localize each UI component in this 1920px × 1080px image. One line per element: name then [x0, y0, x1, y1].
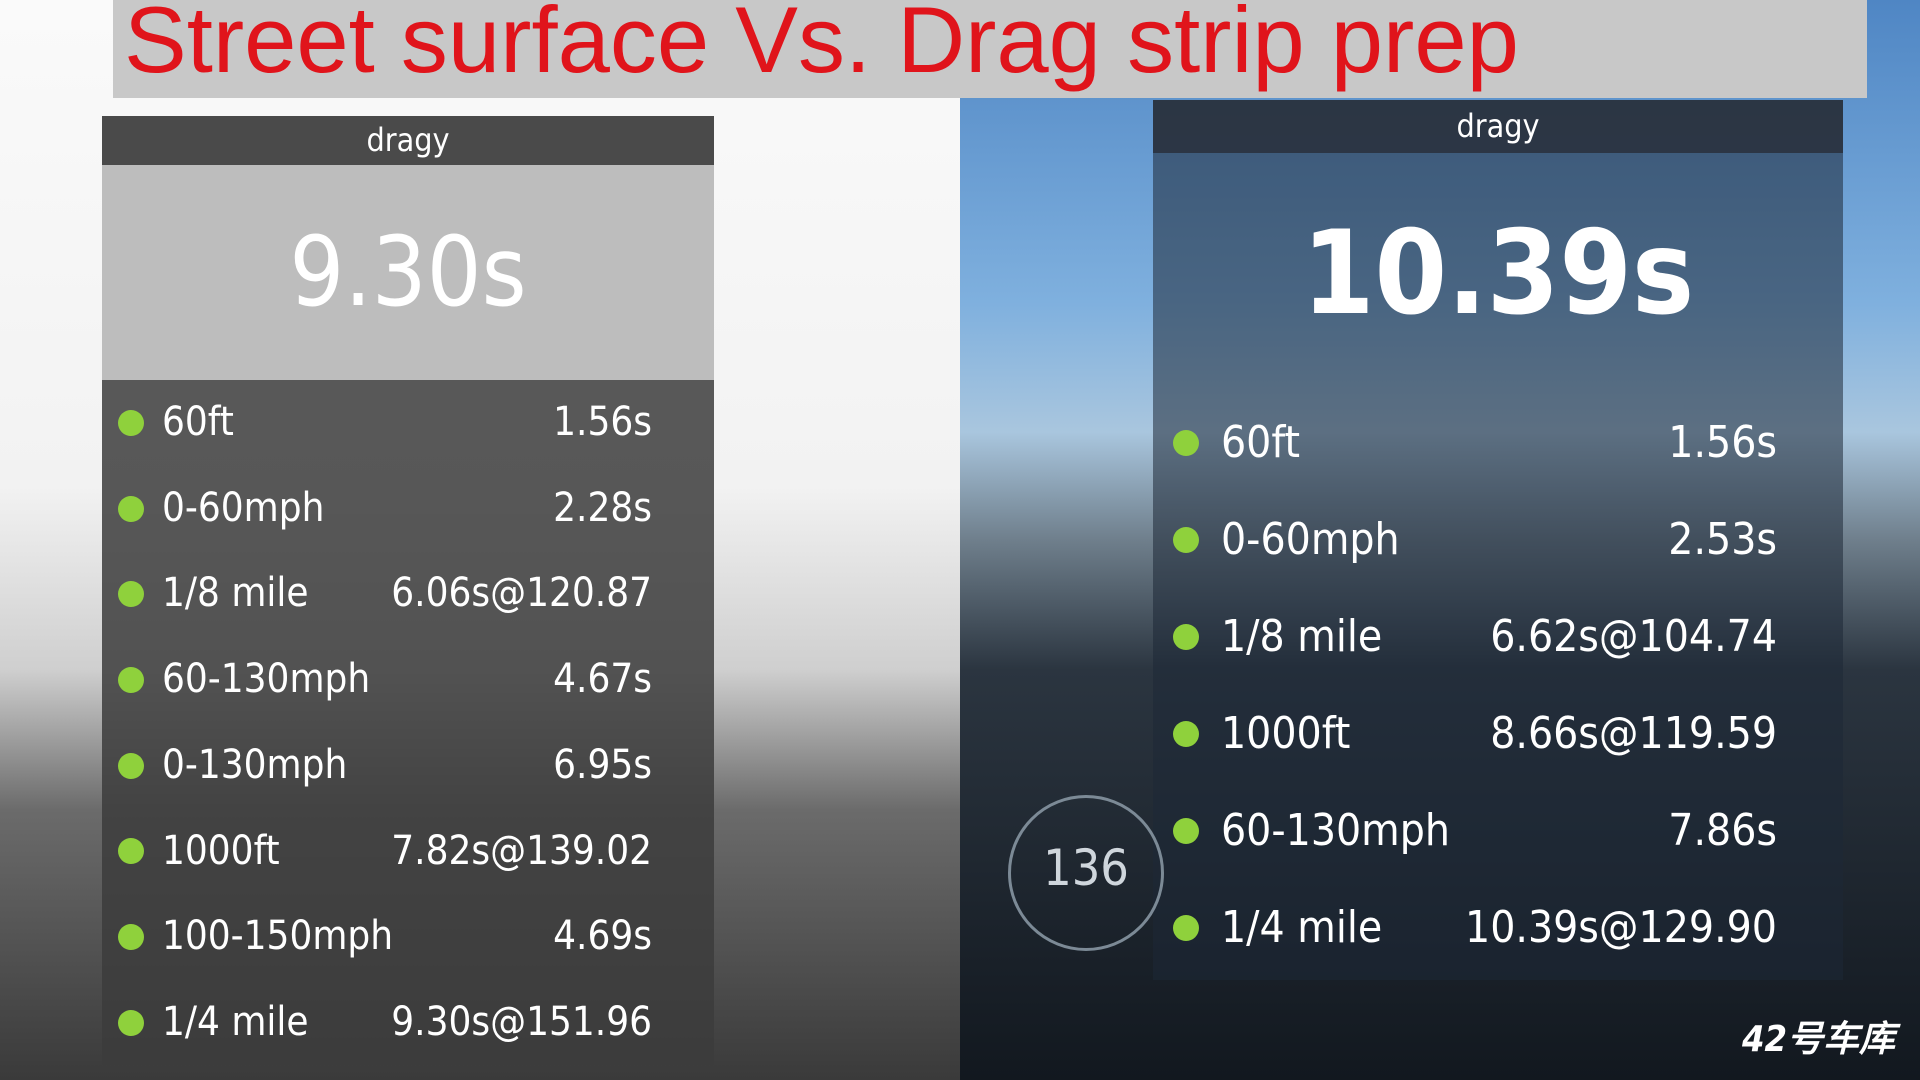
stat-value: 1.56s — [1668, 417, 1777, 468]
brand: dragy — [102, 116, 714, 165]
title-band — [113, 0, 1867, 98]
stat-label: 0-60mph — [1221, 514, 1400, 565]
status-dot — [118, 581, 144, 608]
title: Street surface Vs. Drag strip prep — [124, 0, 1519, 92]
status-dot — [118, 1009, 144, 1036]
stat-row: 1/8 mile 6.62s@104.74 — [1153, 588, 1843, 685]
stat-value: 4.69s — [553, 913, 652, 960]
stat-value: 7.82s@139.02 — [391, 827, 652, 874]
status-dot — [1173, 623, 1199, 650]
stat-value: 10.39s@129.90 — [1465, 902, 1777, 953]
stat-label: 0-60mph — [162, 484, 325, 531]
stat-label: 1000ft — [162, 827, 280, 874]
status-dot — [1173, 914, 1199, 941]
stat-label: 60ft — [162, 399, 234, 445]
right-dragy-panel: dragy 10.39s 60ft 1.56s 0-60mph 2.53s 1/8 mi… — [1153, 100, 1843, 980]
stat-label: 1000ft — [1221, 708, 1351, 759]
status-dot — [118, 666, 144, 693]
stat-row: 1/4 mile 9.30s@151.96 — [102, 980, 714, 1066]
stat-label: 60-130mph — [162, 656, 371, 703]
status-dot — [1173, 720, 1199, 747]
stat-row: 1000ft 7.82s@139.02 — [102, 809, 714, 895]
stat-label: 1/4 mile — [1221, 902, 1383, 953]
stat-row: 0-60mph 2.28s — [102, 466, 714, 552]
status-dot — [118, 838, 144, 865]
stat-row: 0-130mph 6.95s — [102, 723, 714, 809]
status-dot — [118, 752, 144, 779]
status-dot — [1173, 526, 1199, 553]
stat-row: 1/8 mile 6.06s@120.87 — [102, 551, 714, 637]
stat-label: 0-130mph — [162, 741, 348, 788]
status-dot — [118, 924, 144, 951]
stat-label: 1/8 mile — [1221, 611, 1383, 662]
stat-value: 7.86s — [1668, 805, 1777, 856]
stat-row: 0-60mph 2.53s — [1153, 491, 1843, 588]
stat-value: 6.95s — [553, 741, 652, 788]
stat-value: 6.62s@104.74 — [1490, 611, 1777, 662]
stat-value: 2.53s — [1668, 514, 1777, 565]
stat-value: 2.28s — [553, 484, 652, 531]
stat-value: 9.30s@151.96 — [391, 998, 652, 1045]
stat-label: 100-150mph — [162, 913, 394, 960]
status-dot — [118, 409, 144, 436]
stat-row: 1000ft 8.66s@119.59 — [1153, 685, 1843, 782]
stat-row: 60-130mph 7.86s — [1153, 782, 1843, 879]
left-dragy-panel: dragy 9.30s 60ft 1.56s 0-60mph 2.28s 1/8 mil… — [102, 116, 714, 1065]
stat-label: 1/8 mile — [162, 570, 309, 617]
stat-row: 1/4 mile 10.39s@129.90 — [1153, 879, 1843, 976]
stat-row: 100-150mph 4.69s — [102, 894, 714, 980]
stat-value: 6.06s@120.87 — [391, 570, 652, 617]
total-time: 10.39s — [1301, 206, 1695, 341]
stat-label: 60-130mph — [1221, 805, 1450, 856]
speedometer: 136 — [1008, 795, 1164, 951]
status-dot — [1173, 429, 1199, 456]
stat-label: 1/4 mile — [162, 998, 309, 1045]
status-dot — [1173, 817, 1199, 844]
stat-value: 4.67s — [553, 656, 652, 703]
brand: dragy — [1153, 100, 1843, 153]
watermark: 42号车库 — [1742, 1019, 1896, 1060]
stat-value: 8.66s@119.59 — [1490, 708, 1777, 759]
stat-row: 60-130mph 4.67s — [102, 637, 714, 723]
status-dot — [118, 495, 144, 522]
stat-row: 60ft 1.56s — [1153, 394, 1843, 491]
stat-row: 60ft 1.56s — [102, 380, 714, 466]
stat-value: 1.56s — [553, 399, 652, 445]
total-time: 9.30s — [102, 165, 714, 380]
stat-label: 60ft — [1221, 417, 1301, 468]
